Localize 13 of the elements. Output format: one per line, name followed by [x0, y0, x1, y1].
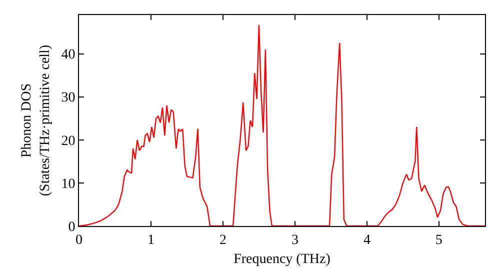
y-tick-label: 20 — [61, 134, 76, 149]
x-tick-label: 1 — [147, 232, 154, 248]
x-axis-title: Frequency (THz) — [234, 252, 331, 268]
y-tick-label: 30 — [61, 90, 76, 106]
x-tick-label: 2 — [219, 232, 226, 248]
y-tick-label: 40 — [61, 48, 76, 63]
y-tick-label: 10 — [61, 176, 76, 192]
y-axis-title: Phonon DOS (States/THz·primitive cell) — [20, 44, 53, 196]
x-tick-label: 5 — [435, 232, 442, 248]
x-tick-label: 3 — [291, 232, 298, 248]
x-tick-label: 4 — [363, 232, 370, 248]
line-series — [79, 24, 485, 226]
y-tick-label: 0 — [68, 220, 76, 235]
